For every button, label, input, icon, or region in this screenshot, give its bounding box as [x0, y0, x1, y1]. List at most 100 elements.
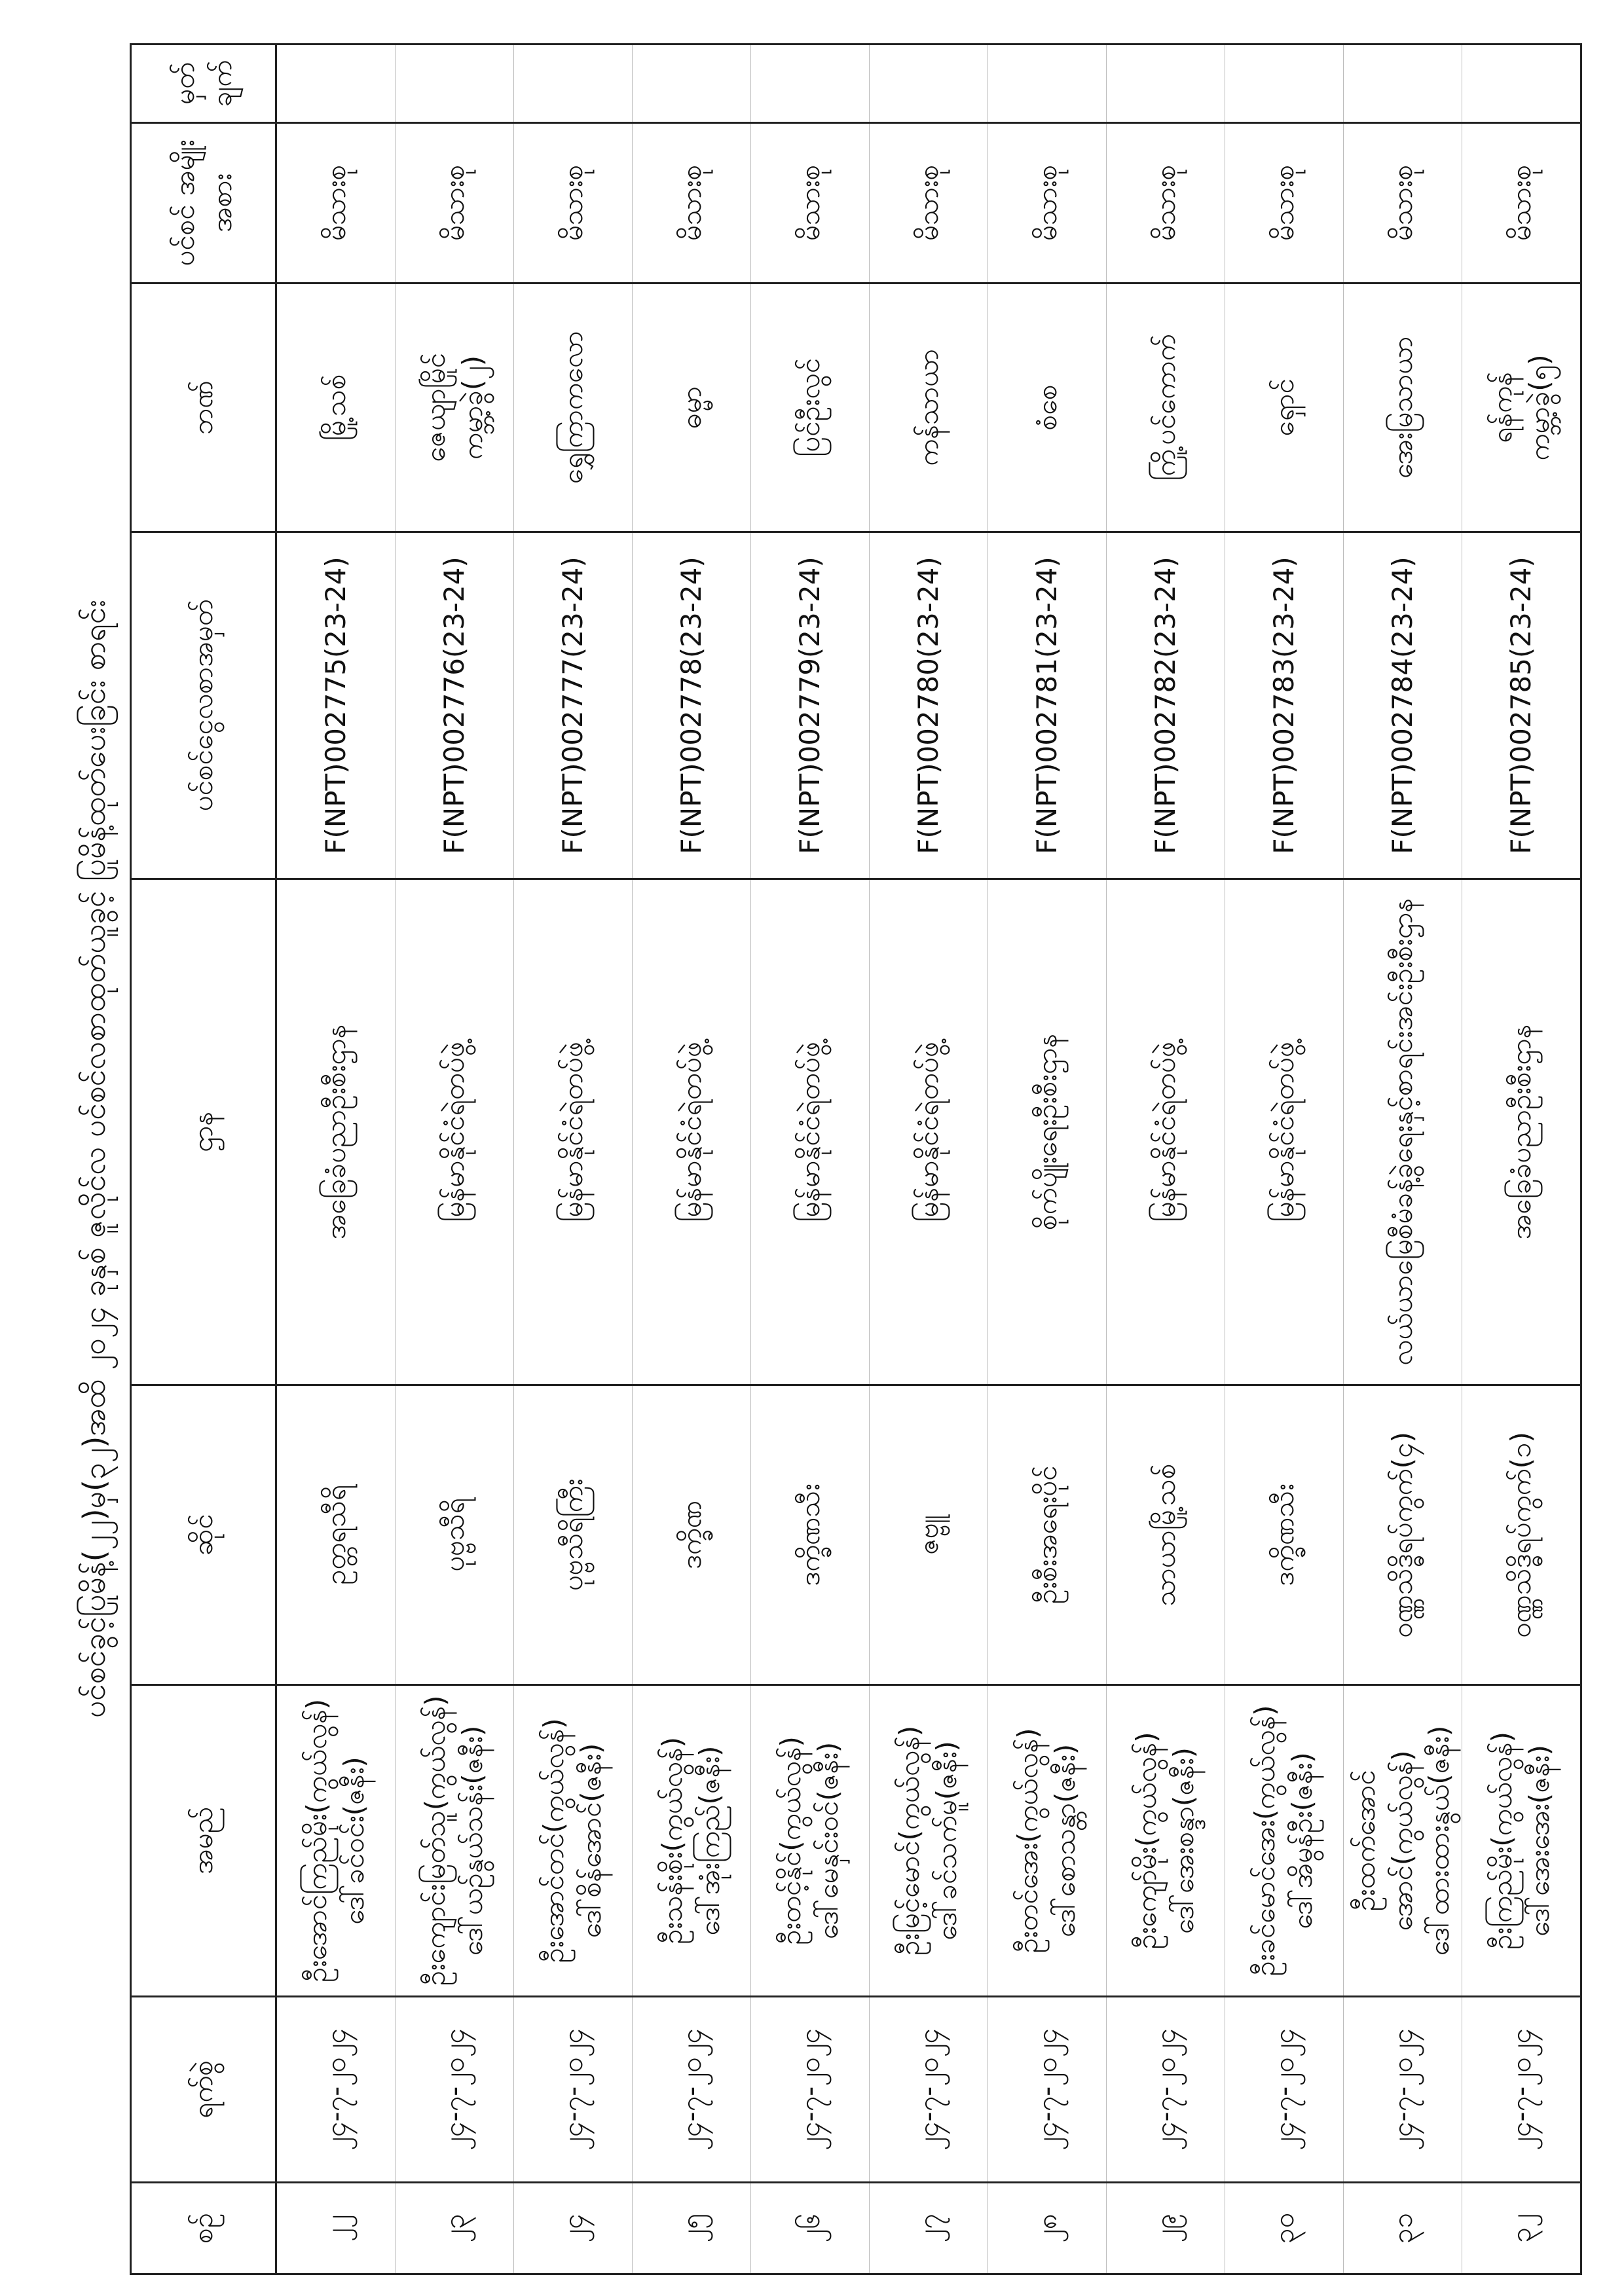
cell-no: ၂၈ — [987, 2182, 1107, 2274]
cell-remark — [869, 44, 988, 123]
cell-date: ၂၄-၇-၂၀၂၄ — [1106, 1996, 1225, 2183]
cell-bank: ကန်သာယာ — [869, 283, 988, 532]
header-no: စဉ် — [130, 2182, 276, 2274]
cell-name: ဦးမြင့်မောင်(ကွယ်လွန်) ဒေါ်ခင်သက်မူ(ဇနီး) — [869, 1685, 988, 1997]
cell-pension-type: မိသားစု — [1343, 122, 1462, 283]
cell-date-text: ၂၄-၇-၂၀၂၄ — [319, 2028, 352, 2151]
cell-date-text: ၂၄-၇-၂၀၂၄ — [1267, 2028, 1300, 2151]
cell-name: ဦးအောင်ကြည်မိုး(ကွယ်လွန်) ဒေါ်ခင်ဝင်း(ဇနီ… — [276, 1685, 396, 1997]
cell-date-text: ၂၄-၇-၂၀၂၄ — [1386, 2028, 1418, 2151]
cell-name-text: ဦးအောင်တင်(ကွယ်လွန်) — [538, 1718, 570, 1963]
cell-department: မြန်မာနိုင်ငံရဲတပ်ဖွဲ့ — [632, 879, 751, 1385]
cell-date: ၂၄-၇-၂၀၂၄ — [513, 1996, 633, 2183]
cell-no-text: ၂၃ — [437, 2214, 470, 2243]
cell-date-text: ၂၄-၇-၂၀၂၄ — [1030, 2028, 1063, 2151]
cell-no: ၂၂ — [276, 2182, 396, 2274]
table-row: ၂၆ ၂၄-၇-၂၀၂၄ ဦးတင့်နိုင်(ကွယ်လွန်) ဒေါ်မေနှ… — [750, 44, 870, 2274]
cell-name-text: ဒေါ်ယဉ်နွယ်သန်း(ဇနီး) — [456, 1725, 489, 1956]
cell-area: ဦးစီးအရေးပိုင် — [987, 1385, 1107, 1685]
cell-no: ၂၅ — [632, 2182, 751, 2274]
cell-no-text: ၂၆ — [793, 2214, 826, 2243]
cell-pension-number-text: F(NPT)002776(23-24) — [437, 556, 470, 854]
cell-pension-type: မိသားစု — [513, 122, 633, 283]
cell-department-text: မြန်မာနိုင်ငံရဲတပ်ဖွဲ့ — [793, 1042, 826, 1222]
cell-remark — [632, 44, 751, 123]
table-row: ၂၅ ၂၄-၇-၂၀၂၄ ဦးသန်းစိုး(ကွယ်လွန်) ဒေါ်အုံးက… — [632, 44, 751, 2274]
cell-name-text: ဒေါ်စိန်အောင်(ဇနီး) — [575, 1743, 607, 1939]
cell-pension-number: F(NPT)002779(23-24) — [750, 532, 870, 879]
cell-date-text: ၂၄-၇-၂၀၂၄ — [674, 2028, 707, 2151]
cell-bank: ပြင်ဦးလွင် — [750, 283, 870, 532]
cell-department: စိုက်ပျိုးရေးဦးစီးဌာန — [987, 879, 1107, 1385]
cell-date-text: ၂၄-၇-၂၀၂၄ — [793, 2028, 826, 2151]
cell-date: ၂၄-၇-၂၀၂၄ — [1462, 1996, 1581, 2183]
cell-pension-number: F(NPT)002777(23-24) — [513, 532, 633, 879]
cell-area-text: ဒက္ခိဏသီး — [793, 1484, 826, 1586]
cell-no-text: ၂၇ — [912, 2214, 944, 2243]
cell-pension-number-text: F(NPT)002779(23-24) — [793, 556, 826, 854]
cell-pension-type: မိသားစု — [276, 122, 396, 283]
cell-area: ဇဗ္ဗူ — [869, 1385, 988, 1685]
header-pension-number: ပင်စင်ငွေလစာအမှတ် — [130, 532, 276, 879]
cell-bank-text: ရွှေကြာကလော — [556, 331, 589, 484]
cell-no-text: ၂၉ — [1149, 2214, 1181, 2243]
cell-name-text: ဦးကြည်မိုး(ကွယ်လွန်) — [1486, 1731, 1519, 1950]
cell-pension-number: F(NPT)002775(23-24) — [276, 532, 396, 879]
cell-date-text: ၂၄-၇-၂၀၂၄ — [1504, 2028, 1537, 2151]
cell-name-text: ဒေါ်မေနှင်းဝင်(ဇနီး) — [812, 1741, 844, 1940]
cell-department: မြန်မာနိုင်ငံရဲတပ်ဖွဲ့ — [1225, 879, 1344, 1385]
cell-date: ၂၄-၇-၂၀၂၄ — [276, 1996, 396, 2183]
cell-pension-number: F(NPT)002781(23-24) — [987, 532, 1107, 879]
cell-bank-text: အေးမြသာယာ — [1386, 336, 1418, 479]
cell-no: ၃၂ — [1462, 2182, 1581, 2274]
cell-pension-number: F(NPT)002783(23-24) — [1225, 532, 1344, 879]
cell-name: ဦးတင့်နိုင်(ကွယ်လွန်) ဒေါ်မေနှင်းဝင်(ဇနီး… — [750, 1685, 870, 1997]
cell-no: ၂၇ — [869, 2182, 988, 2274]
cell-no-text: ၃၂ — [1504, 2214, 1537, 2243]
cell-pension-number: F(NPT)002785(23-24) — [1462, 532, 1581, 879]
cell-department: မြန်မာနိုင်ငံရဲတပ်ဖွဲ့ — [1106, 879, 1225, 1385]
cell-pension-type-text: မိသားစု — [1504, 164, 1537, 242]
cell-pension-number-text: F(NPT)002783(23-24) — [1267, 556, 1300, 854]
cell-area-text: ဝဏ္ဏသိဒ္ဓိရပ်ကွက်(၄) — [1386, 1431, 1418, 1639]
cell-area-text: သာယာမြို့သစ် — [1149, 1463, 1181, 1607]
cell-name-text: ဒေါ်အေးအေး(ဇနီး) — [1523, 1745, 1555, 1937]
cell-name-text: ဒေါ်အေးစန္ဒာ(ဇနီး) — [1168, 1747, 1200, 1935]
cell-area-text: ဒက္ခိဏသီး — [1267, 1484, 1300, 1586]
cell-no-text: ၂၈ — [1030, 2214, 1063, 2243]
cell-no: ၂၃ — [395, 2182, 514, 2274]
cell-no: ၃၀ — [1225, 2182, 1344, 2274]
cell-bank: မြို့သစ် — [276, 283, 396, 532]
cell-date: ၂၄-၇-၂၀၂၄ — [869, 1996, 988, 2183]
cell-name-text: ဦးအောင်ကြည်မိုး(ကွယ်လွန်) — [301, 1698, 333, 1983]
cell-name-text: ဒေါ်ခင်သက်မူ(ဇနီး) — [931, 1741, 963, 1941]
cell-no-text: ၂၂ — [319, 2214, 352, 2242]
cell-department: မြန်မာနိုင်ငံရဲတပ်ဖွဲ့ — [513, 879, 633, 1385]
cell-pension-type-text: မိသားစု — [1149, 164, 1181, 242]
cell-no-text: ၂၄ — [556, 2214, 589, 2243]
rotated-document-page: ပင်စင်ခွင့်ပြုမိန့်(၂၂)မှ(၃၂)အထိ ၂၀၂၄ ခု… — [65, 43, 1581, 2275]
pension-table: စဉ် ရက်စွဲ အမည် ဆိုင် ဌာန ပင်စင်ငွေလစာအမ… — [130, 43, 1582, 2275]
cell-name-text: ဒေါ်ထားထားနွယ်(ဇနီး) — [1423, 1725, 1456, 1956]
cell-pension-number: F(NPT)002784(23-24) — [1343, 532, 1462, 879]
cell-area: ဥတ္တရသီရိ — [276, 1385, 396, 1685]
cell-name-text: ဦးခင်မောင်အေး(ကွယ်လွန်) — [1249, 1705, 1282, 1977]
cell-pension-number: F(NPT)002776(23-24) — [395, 532, 514, 879]
cell-bank: အေးမြသာယာ — [1343, 283, 1462, 532]
cell-area-text: ဝဏ္ဏသိဒ္ဓိရပ်ကွက်(၁) — [1504, 1431, 1537, 1639]
cell-area: ပုဗ္ဗသီရိ — [395, 1385, 514, 1685]
table-row: ၂၂ ၂၄-၇-၂၀၂၄ ဦးအောင်ကြည်မိုး(ကွယ်လွန်) ဒေါ်… — [276, 44, 396, 2274]
cell-name-text: ဦးကျော်မိုး(ကွယ်လွန်) — [1130, 1732, 1163, 1950]
cell-no: ၂၉ — [1106, 2182, 1225, 2274]
cell-name-text: ဦးမြင့်မောင်(ကွယ်လွန်) — [893, 1725, 926, 1956]
cell-pension-number-text: F(NPT)002775(23-24) — [319, 556, 352, 854]
cell-department: အခြေခံပညာဦးစီးဌာန — [276, 879, 396, 1385]
cell-pension-type-text: မိသားစု — [912, 164, 944, 242]
cell-date: ၂၄-၇-၂၀၂၄ — [395, 1996, 514, 2183]
cell-no: ၃၁ — [1343, 2182, 1462, 2274]
cell-area-text: ပုဗ္ဗသီရိကြီး — [556, 1478, 589, 1592]
cell-pension-type-text: မိသားစု — [319, 164, 352, 242]
cell-date: ၂၄-၇-၂၀၂၄ — [632, 1996, 751, 2183]
cell-date-text: ၂၄-၇-၂၀၂၄ — [912, 2028, 944, 2151]
cell-pension-type: မိသားစု — [750, 122, 870, 283]
